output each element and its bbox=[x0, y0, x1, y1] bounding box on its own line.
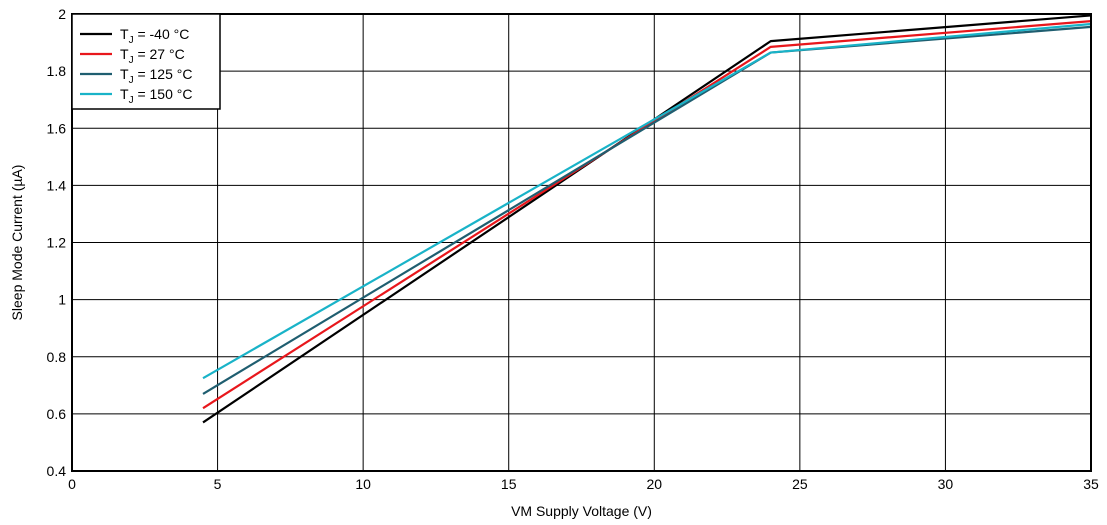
x-tick-label: 0 bbox=[68, 476, 76, 492]
x-tick-label: 10 bbox=[355, 476, 371, 492]
y-tick-label: 2 bbox=[58, 6, 66, 22]
y-tick-label: 1.8 bbox=[47, 63, 67, 79]
series-line-1 bbox=[202, 20, 1092, 410]
x-tick-label: 20 bbox=[646, 476, 662, 492]
y-tick-labels: 0.4 0.6 0.8 1 1.2 1.4 1.6 1.8 2 bbox=[47, 6, 67, 479]
x-tick-label: 15 bbox=[501, 476, 517, 492]
grid bbox=[72, 14, 1091, 471]
series-line-0 bbox=[202, 14, 1092, 424]
legend: TJ = -40 °CTJ = 27 °CTJ = 125 °CTJ = 150… bbox=[71, 13, 221, 110]
y-axis-title: Sleep Mode Current (µA) bbox=[9, 165, 25, 321]
y-tick-label: 1.2 bbox=[47, 235, 67, 251]
y-tick-label: 0.8 bbox=[47, 349, 67, 365]
x-tick-label: 5 bbox=[214, 476, 222, 492]
x-tick-label: 25 bbox=[792, 476, 808, 492]
y-tick-label: 0.4 bbox=[47, 463, 67, 479]
x-tick-label: 35 bbox=[1083, 476, 1099, 492]
series-line-2 bbox=[202, 25, 1092, 395]
legend-label: TJ = -40 °C bbox=[120, 26, 189, 46]
y-tick-label: 1.6 bbox=[47, 120, 67, 136]
legend-label: TJ = 125 °C bbox=[120, 66, 192, 86]
y-tick-label: 1 bbox=[58, 292, 66, 308]
y-tick-label: 1.4 bbox=[47, 177, 67, 193]
x-tick-label: 30 bbox=[938, 476, 954, 492]
plot-frame bbox=[71, 13, 1092, 472]
series-line-3 bbox=[202, 22, 1092, 380]
legend-label: TJ = 150 °C bbox=[120, 86, 192, 106]
series-lines bbox=[202, 14, 1092, 424]
x-axis-title: VM Supply Voltage (V) bbox=[511, 503, 652, 519]
x-tick-labels: 0 5 10 15 20 25 30 35 bbox=[68, 476, 1099, 492]
y-tick-label: 0.6 bbox=[47, 406, 67, 422]
legend-label: TJ = 27 °C bbox=[120, 46, 185, 66]
